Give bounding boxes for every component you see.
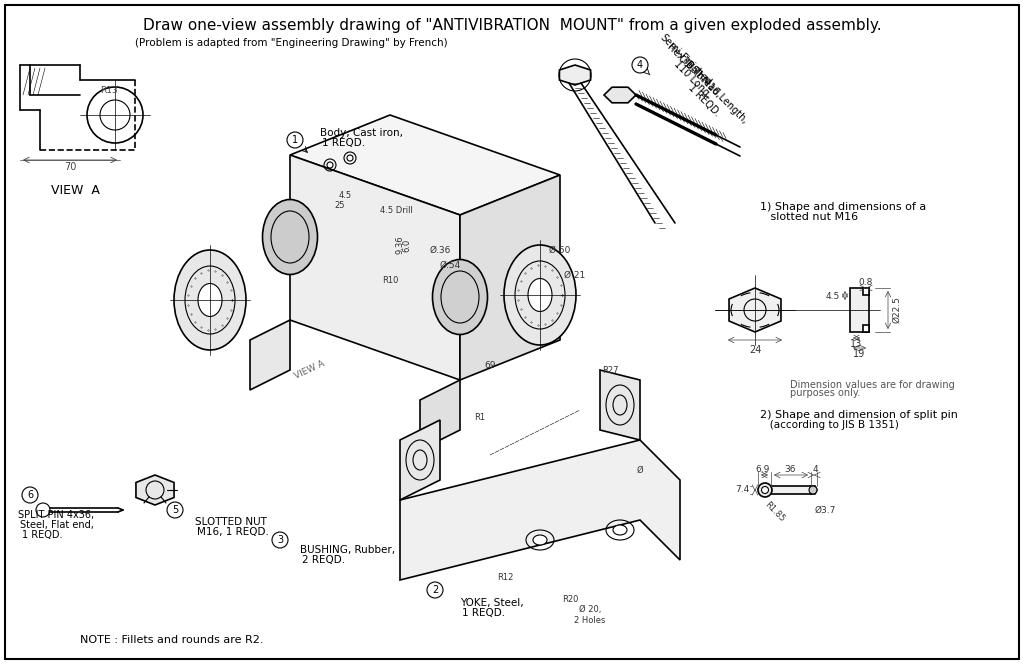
- Text: Draw one-view assembly drawing of "ANTIVIBRATION  MOUNT" from a given exploded a: Draw one-view assembly drawing of "ANTIV…: [142, 18, 882, 33]
- Text: 70: 70: [63, 162, 76, 172]
- Polygon shape: [850, 288, 869, 332]
- Ellipse shape: [174, 250, 246, 350]
- Polygon shape: [250, 320, 290, 390]
- Text: Ø 50: Ø 50: [549, 246, 570, 254]
- Text: R10: R10: [382, 276, 398, 284]
- Polygon shape: [863, 325, 869, 332]
- Polygon shape: [420, 380, 460, 450]
- Text: Ø 21: Ø 21: [564, 270, 586, 280]
- Ellipse shape: [198, 284, 222, 317]
- Text: Body, Cast iron,: Body, Cast iron,: [321, 128, 403, 138]
- Text: Ø3.7: Ø3.7: [815, 505, 837, 515]
- Polygon shape: [600, 370, 640, 440]
- Text: SLOTTED NUT: SLOTTED NUT: [195, 517, 267, 527]
- Polygon shape: [400, 420, 440, 500]
- Text: 2: 2: [432, 585, 438, 595]
- Ellipse shape: [613, 525, 627, 535]
- Text: 2) Shape and dimension of split pin: 2) Shape and dimension of split pin: [760, 410, 957, 420]
- Text: 4: 4: [637, 60, 643, 70]
- Text: Hex. Bolt M16,: Hex. Bolt M16,: [665, 41, 723, 99]
- Text: (Problem is adapted from "Engineering Drawing" by French): (Problem is adapted from "Engineering Dr…: [135, 38, 447, 48]
- Polygon shape: [863, 288, 869, 295]
- Text: 6.9: 6.9: [756, 465, 770, 475]
- Text: Ø.54: Ø.54: [439, 260, 461, 270]
- Text: slotted nut M16: slotted nut M16: [760, 212, 858, 222]
- Ellipse shape: [534, 535, 547, 545]
- Text: BUSHING, Rubber,: BUSHING, Rubber,: [300, 545, 395, 555]
- Text: 2 REQD.: 2 REQD.: [302, 555, 345, 565]
- Text: 0.8: 0.8: [859, 278, 873, 286]
- Text: Ø.36: Ø.36: [429, 246, 451, 254]
- Circle shape: [758, 483, 772, 497]
- Text: R27: R27: [602, 365, 618, 374]
- Text: 1 REQD.: 1 REQD.: [322, 138, 366, 148]
- Ellipse shape: [504, 245, 575, 345]
- Text: YOKE, Steel,: YOKE, Steel,: [460, 598, 523, 608]
- Polygon shape: [400, 440, 680, 580]
- Text: R1: R1: [474, 414, 485, 422]
- Circle shape: [327, 162, 333, 168]
- Text: R12: R12: [497, 574, 513, 582]
- Circle shape: [809, 486, 817, 494]
- Text: 110 Long,: 110 Long,: [672, 59, 713, 100]
- Text: 25: 25: [335, 201, 345, 210]
- Text: 4.5: 4.5: [825, 291, 840, 301]
- Ellipse shape: [528, 278, 552, 311]
- Text: Ø: Ø: [637, 465, 643, 475]
- Text: Semi-Finished: Semi-Finished: [658, 33, 713, 88]
- Text: SPLIT PIN 4x36,: SPLIT PIN 4x36,: [18, 510, 94, 520]
- Text: purposes only.: purposes only.: [790, 388, 860, 398]
- Text: 4: 4: [812, 465, 818, 475]
- Polygon shape: [604, 87, 636, 103]
- Text: 6: 6: [27, 490, 33, 500]
- Text: Dimension values are for drawing: Dimension values are for drawing: [790, 380, 954, 390]
- Text: 69: 69: [484, 361, 496, 369]
- Text: 24: 24: [749, 345, 761, 355]
- Text: 1: 1: [292, 135, 298, 145]
- Polygon shape: [765, 486, 811, 494]
- Text: 13: 13: [850, 339, 862, 349]
- Polygon shape: [559, 65, 591, 85]
- Polygon shape: [460, 175, 560, 380]
- Polygon shape: [136, 475, 174, 505]
- Text: 5: 5: [172, 505, 178, 515]
- Text: 19: 19: [853, 349, 865, 359]
- Text: M16, 1 REQD.: M16, 1 REQD.: [197, 527, 269, 537]
- Text: 4.5: 4.5: [339, 191, 351, 199]
- Ellipse shape: [262, 199, 317, 274]
- Text: 7.4: 7.4: [735, 485, 749, 495]
- Ellipse shape: [432, 260, 487, 335]
- Text: 1 REQD.: 1 REQD.: [462, 608, 505, 618]
- Polygon shape: [729, 288, 781, 332]
- Polygon shape: [811, 486, 817, 494]
- Text: (according to JIS B 1351): (according to JIS B 1351): [760, 420, 899, 430]
- Text: 1) Shape and dimensions of a: 1) Shape and dimensions of a: [760, 202, 927, 212]
- Text: VIEW A: VIEW A: [294, 359, 327, 381]
- Text: R1.85: R1.85: [763, 500, 786, 524]
- Text: Ø22.5: Ø22.5: [892, 297, 901, 323]
- Text: Steel, Flat end,: Steel, Flat end,: [20, 520, 94, 530]
- Text: 30 Thread Length,: 30 Thread Length,: [679, 55, 750, 125]
- Text: 1 REQD.: 1 REQD.: [686, 82, 722, 118]
- Text: R13: R13: [100, 86, 118, 94]
- Polygon shape: [290, 155, 460, 380]
- Text: 4.5 Drill: 4.5 Drill: [380, 205, 413, 214]
- FancyBboxPatch shape: [5, 5, 1019, 659]
- Circle shape: [347, 155, 353, 161]
- Text: Ø 20,
2 Holes: Ø 20, 2 Holes: [574, 606, 605, 625]
- Text: 36: 36: [784, 465, 796, 475]
- Text: 9.36: 9.36: [395, 236, 404, 254]
- Text: 1 REQD.: 1 REQD.: [22, 530, 62, 540]
- Text: 3: 3: [276, 535, 283, 545]
- Text: NOTE : Fillets and rounds are R2.: NOTE : Fillets and rounds are R2.: [80, 635, 263, 645]
- Polygon shape: [290, 115, 560, 215]
- Text: 6.0: 6.0: [402, 238, 412, 252]
- Text: VIEW  A: VIEW A: [50, 183, 99, 197]
- Text: R20: R20: [562, 596, 579, 604]
- Circle shape: [762, 487, 768, 493]
